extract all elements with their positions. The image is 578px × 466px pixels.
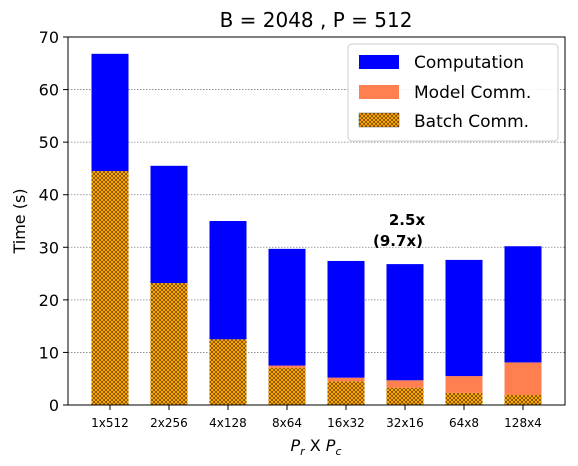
bar-model-comm xyxy=(386,380,424,388)
annotation-speedup: 2.5x xyxy=(389,211,426,229)
x-tick-label: 128x4 xyxy=(504,416,542,430)
y-tick-label: 70 xyxy=(39,28,59,47)
y-tick-label: 60 xyxy=(39,81,59,100)
legend-label-computation: Computation xyxy=(414,53,524,73)
y-tick-label: 40 xyxy=(39,186,59,205)
x-tick-label: 32x16 xyxy=(386,416,424,430)
bar-batch-comm xyxy=(504,395,542,405)
bar-computation xyxy=(504,246,542,363)
x-axis-ticks: 1x512 2x256 4x128 8x64 16x32 32x16 64x8 128x4 xyxy=(91,405,542,430)
bar-batch-comm xyxy=(386,387,424,405)
chart-title: B = 2048 , P = 512 xyxy=(220,8,413,32)
bar-computation xyxy=(445,259,483,377)
x-tick-label: 8x64 xyxy=(272,416,302,430)
bar-computation xyxy=(327,260,365,378)
plot-frame xyxy=(67,36,566,406)
legend-swatch-batch-comm xyxy=(358,112,400,128)
bar-batch-comm xyxy=(268,367,306,405)
x-tick-label: 2x256 xyxy=(150,416,188,430)
y-axis-label: Time (s) xyxy=(10,188,29,254)
legend-frame xyxy=(347,43,559,142)
x-tick-label: 4x128 xyxy=(209,416,247,430)
y-tick-label: 30 xyxy=(39,238,59,257)
y-tick-label: 50 xyxy=(39,133,59,152)
bar-batch-comm xyxy=(445,392,483,405)
bar-batch-comm xyxy=(91,171,129,405)
annotation: 2.5x (9.7x) xyxy=(373,211,425,250)
bar-model-comm xyxy=(268,365,306,368)
y-axis-ticks: 0 10 20 30 40 50 60 70 xyxy=(39,28,68,415)
legend-swatch-model-comm xyxy=(359,85,399,99)
bar-batch-comm xyxy=(150,283,188,405)
y-tick-label: 20 xyxy=(39,291,59,310)
bar-batch-comm xyxy=(209,339,247,405)
x-axis-label: Pr X Pc xyxy=(290,436,341,458)
y-tick-label: 0 xyxy=(49,396,59,415)
legend-label-model-comm: Model Comm. xyxy=(414,83,531,103)
y-tick-label: 10 xyxy=(39,343,59,362)
bar-computation xyxy=(268,248,306,366)
bar-batch-comm xyxy=(327,381,365,405)
bar-computation xyxy=(209,221,247,340)
x-tick-label: 64x8 xyxy=(449,416,479,430)
bar-model-comm xyxy=(504,362,542,396)
legend-label-batch-comm: Batch Comm. xyxy=(414,112,529,132)
legend: Computation Model Comm. Batch Comm. xyxy=(347,43,559,142)
x-tick-label: 16x32 xyxy=(327,416,365,430)
bar-computation xyxy=(386,264,424,381)
bar-computation xyxy=(91,53,129,172)
bars xyxy=(91,53,542,405)
x-tick-label: 1x512 xyxy=(91,416,129,430)
bar-computation xyxy=(150,165,188,284)
bar-model-comm xyxy=(327,377,365,382)
legend-swatch-computation xyxy=(359,55,399,69)
bar-model-comm xyxy=(445,376,483,393)
annotation-speedup-paren: (9.7x) xyxy=(373,232,423,250)
